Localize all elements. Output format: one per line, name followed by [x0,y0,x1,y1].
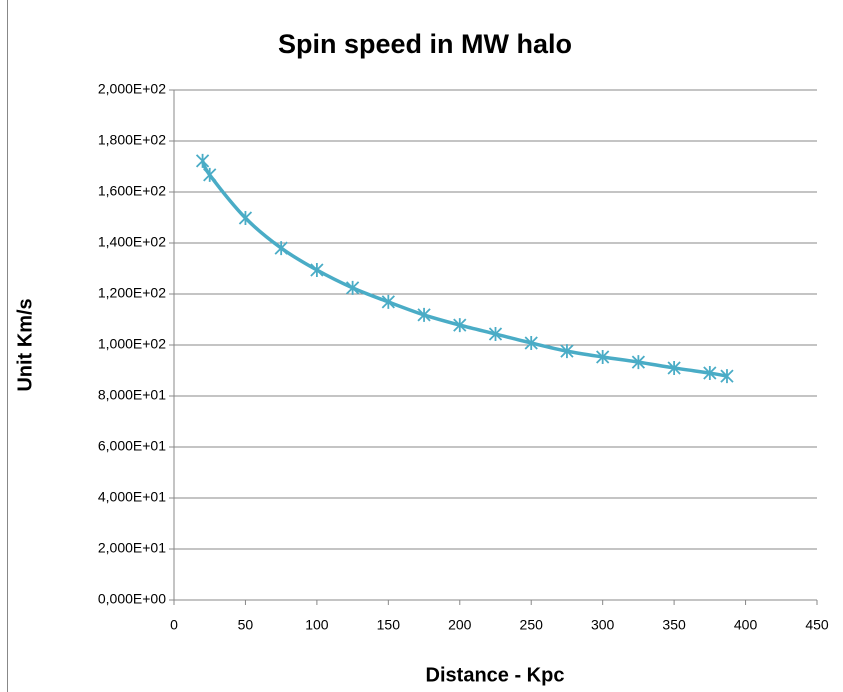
x-tick-label: 250 [520,617,544,633]
data-point [703,366,717,381]
x-tick-label: 100 [305,617,329,633]
y-tick-label: 1,000E+02 [98,336,166,352]
data-point [560,344,574,359]
x-tick-label: 300 [591,617,615,633]
x-tick-label: 400 [734,617,758,633]
data-point [195,153,210,168]
x-tick-label: 150 [377,617,401,633]
chart-title: Spin speed in MW halo [278,29,572,59]
chart-border [7,0,843,692]
x-tick-label: 0 [170,617,178,633]
data-point [720,369,734,384]
x-tick-label: 200 [448,617,472,633]
data-point [596,349,610,364]
y-tick-label: 1,200E+02 [98,285,166,301]
data-point [381,294,395,309]
data-point [310,263,324,278]
data-point [524,335,538,350]
data-point [274,241,288,256]
y-tick-label: 2,000E+02 [98,81,166,97]
x-tick-label: 50 [238,617,254,633]
y-tick-label: 2,000E+01 [98,540,166,556]
y-tick-label: 1,400E+02 [98,234,166,250]
y-tick-label: 0,000E+00 [98,591,166,607]
y-tick-label: 1,800E+02 [98,132,166,148]
data-point [453,318,467,333]
x-tick-label: 450 [805,617,829,633]
data-point [417,307,431,322]
data-point [345,280,360,295]
y-tick-label: 4,000E+01 [98,489,166,505]
x-axis-label: Distance - Kpc [426,664,565,686]
data-point [631,355,646,370]
data-point [667,360,681,375]
y-tick-label: 1,600E+02 [98,183,166,199]
data-point [488,327,503,342]
y-axis-label: Unit Km/s [14,298,36,391]
y-tick-label: 8,000E+01 [98,387,166,403]
data-point [238,211,253,226]
data-point [203,167,217,182]
y-tick-label: 6,000E+01 [98,438,166,454]
x-tick-label: 350 [662,617,686,633]
